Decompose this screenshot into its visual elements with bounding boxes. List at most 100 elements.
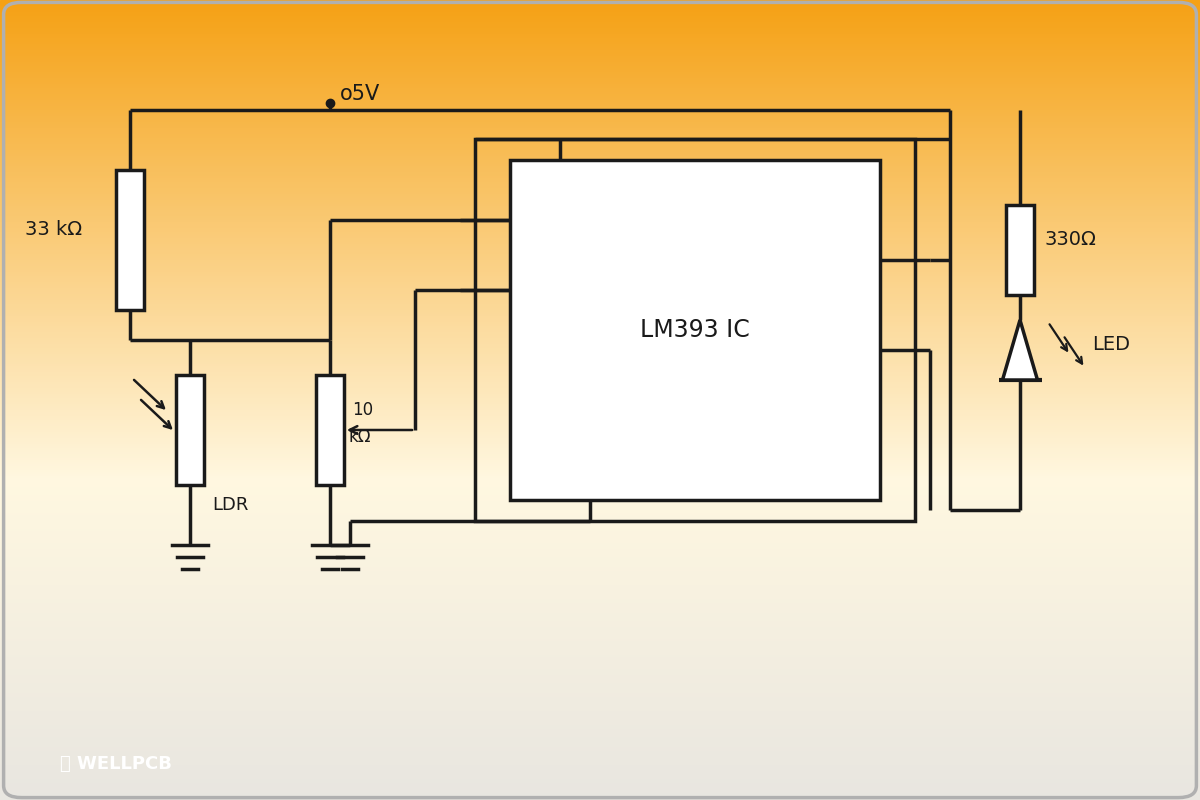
Text: LDR: LDR <box>212 496 248 514</box>
Bar <box>0 424 1200 426</box>
Bar <box>0 152 1200 154</box>
Bar <box>0 212 1200 214</box>
Bar <box>0 460 1200 462</box>
Bar <box>0 364 1200 366</box>
Bar <box>0 774 1200 776</box>
Bar <box>176 375 204 485</box>
Bar <box>0 62 1200 64</box>
Bar <box>0 646 1200 648</box>
Bar <box>0 340 1200 342</box>
Bar <box>0 2 1200 4</box>
Bar <box>0 208 1200 210</box>
Bar <box>0 300 1200 302</box>
Bar <box>0 588 1200 590</box>
Bar <box>0 200 1200 202</box>
Bar <box>0 594 1200 596</box>
Bar <box>0 82 1200 84</box>
Bar <box>0 694 1200 696</box>
Bar <box>0 210 1200 212</box>
Bar <box>0 114 1200 116</box>
Bar <box>0 6 1200 8</box>
Bar <box>0 434 1200 436</box>
Bar <box>0 24 1200 26</box>
Bar <box>0 338 1200 340</box>
Bar <box>0 492 1200 494</box>
Bar <box>510 160 880 500</box>
Bar <box>0 284 1200 286</box>
Bar <box>0 98 1200 100</box>
Text: Ⓦ WELLPCB: Ⓦ WELLPCB <box>60 755 172 773</box>
Bar <box>0 576 1200 578</box>
Bar <box>0 502 1200 504</box>
Bar <box>0 496 1200 498</box>
Bar <box>0 160 1200 162</box>
Bar <box>0 26 1200 28</box>
Bar <box>0 696 1200 698</box>
Bar <box>0 294 1200 296</box>
Bar <box>0 798 1200 800</box>
Bar <box>0 510 1200 512</box>
Bar <box>0 790 1200 792</box>
Bar <box>0 356 1200 358</box>
Bar <box>0 350 1200 352</box>
Bar <box>0 122 1200 124</box>
Bar <box>0 370 1200 372</box>
Bar <box>0 46 1200 48</box>
Bar <box>0 422 1200 424</box>
Bar <box>0 610 1200 612</box>
Bar <box>0 392 1200 394</box>
Bar <box>0 716 1200 718</box>
Bar <box>0 692 1200 694</box>
Bar <box>0 232 1200 234</box>
Bar <box>0 174 1200 176</box>
Bar <box>0 534 1200 536</box>
Bar <box>0 418 1200 420</box>
Bar <box>0 470 1200 472</box>
Bar <box>0 458 1200 460</box>
Bar <box>0 744 1200 746</box>
Bar <box>0 224 1200 226</box>
Bar <box>0 270 1200 272</box>
Bar <box>0 286 1200 288</box>
Bar <box>0 506 1200 508</box>
Bar <box>0 406 1200 408</box>
Bar <box>0 656 1200 658</box>
Bar <box>0 776 1200 778</box>
Bar <box>0 36 1200 38</box>
Bar <box>0 298 1200 300</box>
Bar <box>0 690 1200 692</box>
Bar <box>0 476 1200 478</box>
Bar <box>0 274 1200 276</box>
Bar <box>0 314 1200 316</box>
Bar <box>0 268 1200 270</box>
Bar <box>0 166 1200 168</box>
Bar <box>0 634 1200 636</box>
Bar <box>0 366 1200 368</box>
Text: 33 kΩ: 33 kΩ <box>25 220 82 239</box>
Bar <box>0 28 1200 30</box>
Bar <box>0 66 1200 68</box>
Bar <box>0 552 1200 554</box>
Bar <box>0 344 1200 346</box>
Text: 330Ω: 330Ω <box>1045 230 1097 249</box>
Bar <box>0 614 1200 616</box>
Bar <box>0 624 1200 626</box>
Bar <box>0 754 1200 756</box>
Bar <box>0 766 1200 768</box>
Bar <box>0 666 1200 668</box>
Bar <box>0 562 1200 564</box>
Bar <box>0 734 1200 736</box>
Bar <box>0 508 1200 510</box>
Bar <box>0 204 1200 206</box>
Bar <box>0 528 1200 530</box>
Bar <box>0 688 1200 690</box>
Bar <box>0 196 1200 198</box>
Bar <box>0 34 1200 36</box>
Bar <box>0 8 1200 10</box>
Bar <box>0 514 1200 516</box>
Bar <box>0 702 1200 704</box>
Bar <box>1006 205 1034 295</box>
Bar <box>0 712 1200 714</box>
Bar <box>0 348 1200 350</box>
Bar <box>0 426 1200 428</box>
